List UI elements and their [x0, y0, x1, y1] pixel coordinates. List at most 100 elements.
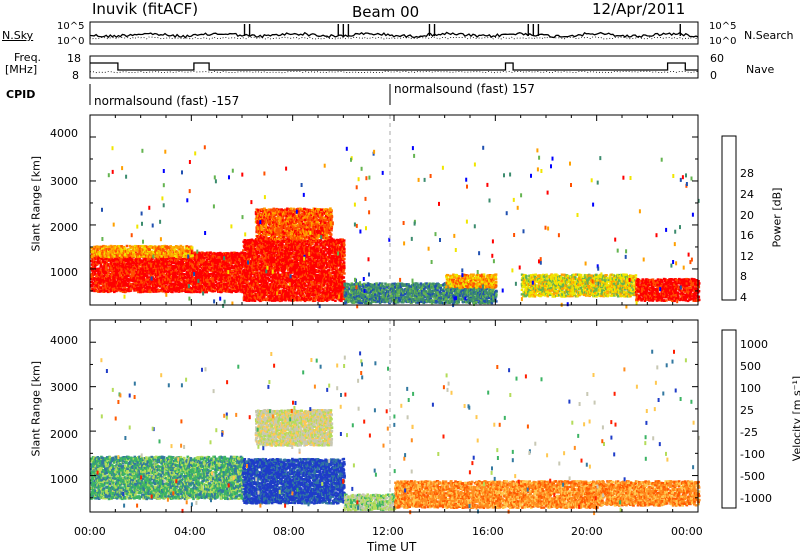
heat-cell: [212, 285, 216, 288]
heat-cell: [285, 251, 288, 255]
heat-cell: [143, 272, 147, 275]
heat-cell: [131, 259, 134, 263]
heat-cell: [271, 261, 274, 264]
heat-cell: [281, 268, 284, 271]
heat-cell: [244, 239, 248, 243]
heat-cell: [263, 259, 266, 263]
heat-cell: [279, 251, 283, 254]
heat-cell: [206, 288, 209, 291]
heat-cell: [273, 278, 277, 281]
nave-series: [89, 70, 699, 74]
heat-cell: [257, 296, 260, 300]
heat-cell: [172, 282, 176, 285]
heat-cell: [253, 244, 257, 247]
heat-cell: [211, 290, 215, 293]
heat-cell: [280, 263, 283, 266]
heat-cell: [171, 288, 174, 291]
heat-cell: [179, 244, 183, 248]
heat-cell: [248, 255, 251, 259]
heat-cell: [125, 270, 128, 273]
heat-cell: [168, 258, 172, 261]
heat-cell: [286, 267, 289, 270]
heat-cell: [217, 277, 220, 280]
heat-cell: [108, 245, 111, 248]
heat-cell: [169, 250, 173, 253]
heat-cell: [129, 252, 132, 255]
heat-cell: [222, 289, 226, 293]
heat-cell: [229, 273, 233, 276]
heat-cell: [275, 264, 279, 268]
heat-cell: [231, 257, 235, 260]
heat-cell: [169, 245, 172, 248]
heat-cell: [249, 285, 252, 289]
heat-cell: [156, 275, 159, 279]
heat-cell: [129, 274, 133, 277]
heat-cell: [175, 255, 178, 259]
heat-cell: [227, 285, 230, 288]
heat-cell: [277, 253, 280, 257]
heat-cell: [156, 277, 160, 281]
heat-cell: [156, 260, 159, 264]
heat-cell: [280, 273, 284, 276]
heat-cell: [212, 254, 216, 257]
heat-cell: [94, 272, 97, 275]
power-cbar-tick-16: 16: [740, 229, 754, 242]
heat-cell: [281, 274, 285, 278]
heat-cell: [248, 265, 252, 269]
heat-cell: [155, 249, 158, 252]
heat-cell: [162, 272, 165, 275]
heat-cell: [283, 276, 287, 279]
heat-cell: [280, 276, 284, 280]
heat-cell: [157, 273, 161, 276]
heat-cell: [246, 239, 250, 242]
heat-cell: [255, 247, 259, 251]
heat-cell: [209, 277, 212, 281]
heat-cell: [102, 279, 105, 282]
heat-cell: [142, 278, 145, 281]
heat-cell: [128, 289, 131, 293]
heat-cell: [254, 239, 258, 243]
heat-cell: [114, 274, 118, 277]
heat-cell: [179, 253, 183, 256]
heat-cell: [223, 284, 226, 287]
heat-cell: [159, 263, 162, 266]
heat-cell: [250, 262, 253, 266]
heat-cell: [185, 245, 189, 248]
heat-cell: [133, 281, 137, 285]
heat-cell: [206, 260, 209, 263]
heat-cell: [218, 281, 221, 285]
heat-cell: [94, 282, 97, 285]
heat-cell: [198, 290, 202, 294]
heat-cell: [276, 271, 280, 274]
xaxis-label: Time UT: [367, 540, 416, 554]
heat-cell: [114, 262, 117, 265]
heat-cell: [109, 261, 113, 264]
heat-cell: [195, 280, 199, 284]
heat-cell: [138, 280, 141, 283]
heat-cell: [263, 251, 266, 255]
heat-cell: [226, 261, 229, 265]
heat-cell: [238, 269, 242, 273]
heat-cell: [255, 249, 258, 252]
power-heatmap: [90, 145, 701, 309]
heat-cell: [185, 286, 188, 289]
heat-cell: [118, 254, 122, 257]
heat-cell: [276, 241, 280, 244]
heat-cell: [155, 280, 158, 283]
heat-cell: [183, 280, 187, 283]
heat-cell: [170, 271, 173, 274]
heat-cell: [112, 289, 115, 292]
heat-cell: [115, 271, 119, 274]
heat-cell: [246, 283, 249, 287]
heat-cell: [142, 288, 145, 291]
heat-cell: [251, 290, 255, 294]
heat-cell: [100, 246, 103, 249]
heat-cell: [239, 253, 242, 256]
heat-cell: [124, 255, 127, 258]
heat-cell: [158, 280, 161, 283]
heat-cell: [265, 273, 268, 276]
heat-cell: [174, 280, 178, 283]
heat-cell: [221, 252, 224, 256]
heat-cell: [115, 268, 118, 272]
heat-cell: [273, 288, 277, 292]
